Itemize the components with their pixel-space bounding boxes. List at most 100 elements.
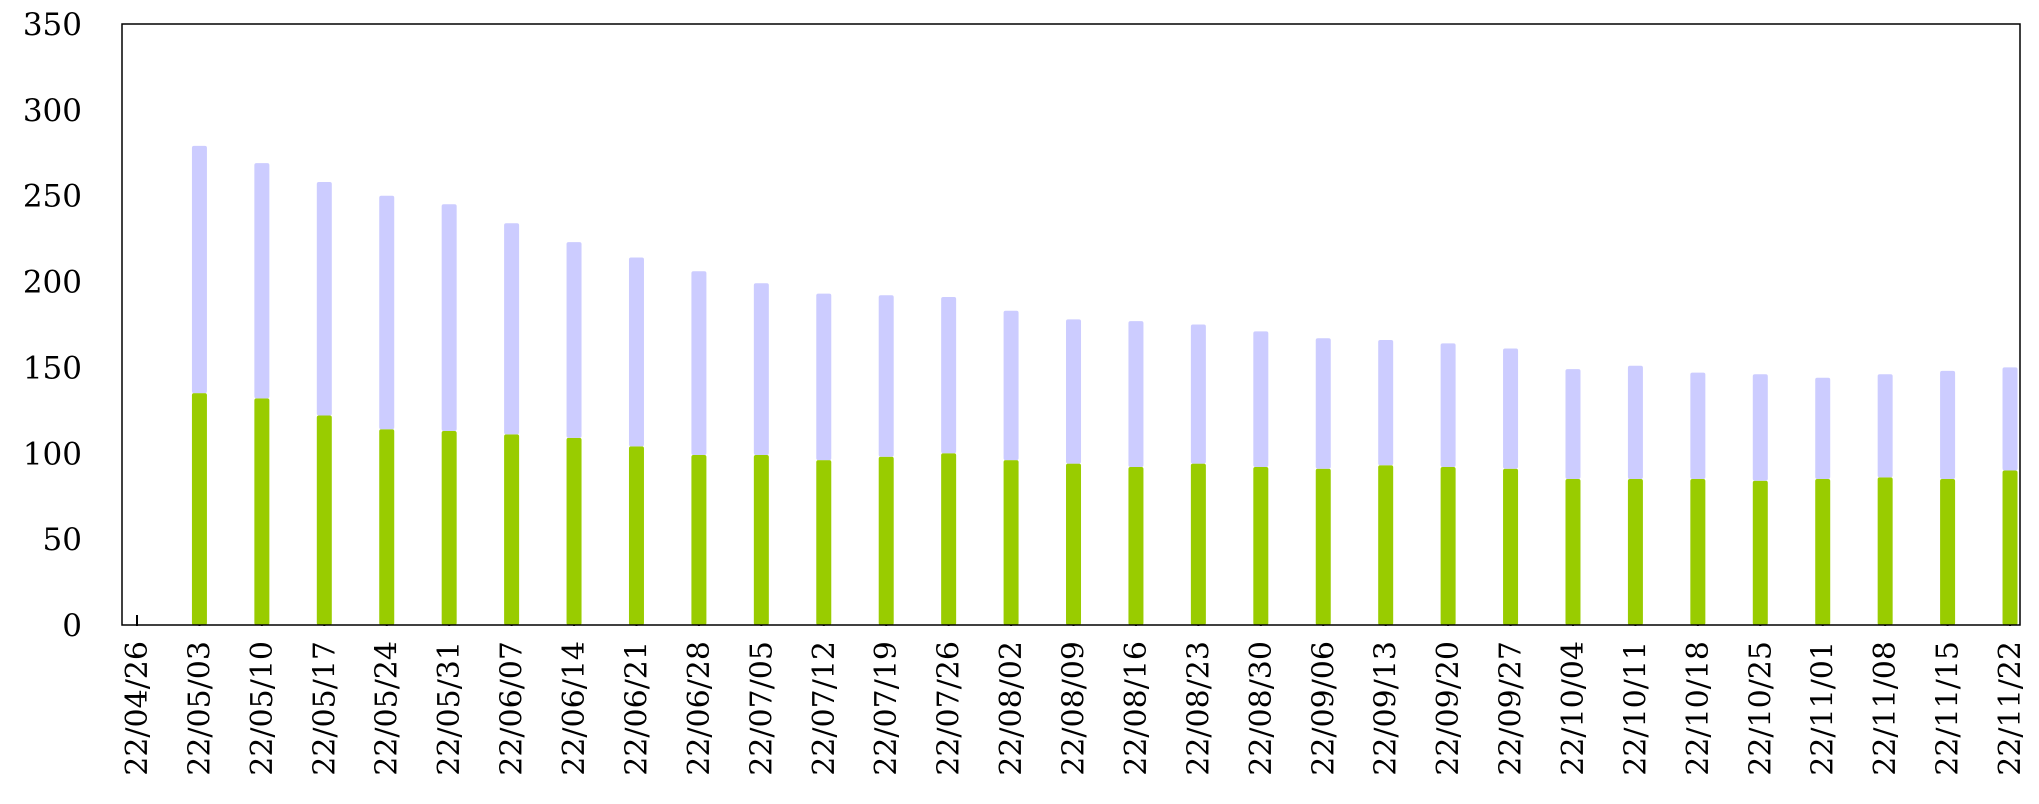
x-tick-label: 22/08/30 xyxy=(1244,641,1279,776)
y-tick-label: 300 xyxy=(23,93,82,129)
x-tick-label: 22/07/26 xyxy=(932,641,967,776)
bar-series-1-22-06-21 xyxy=(628,446,644,625)
bar-series-2-22-10-04 xyxy=(1565,369,1581,480)
bar-series-1-22-09-06 xyxy=(1315,468,1331,625)
bar-series-2-22-05-31 xyxy=(441,204,457,431)
bar-series-1-22-08-16 xyxy=(1128,467,1144,625)
bar-series-2-22-05-24 xyxy=(379,195,395,430)
y-tick-label: 150 xyxy=(23,350,82,386)
bar-series-1-22-10-18 xyxy=(1690,479,1706,625)
bar-series-1-22-09-20 xyxy=(1440,467,1456,625)
x-tick-label: 22/10/25 xyxy=(1743,641,1778,776)
bar-series-2-22-09-13 xyxy=(1378,339,1394,466)
bar-series-2-22-09-20 xyxy=(1440,343,1456,468)
x-tick-label: 22/07/05 xyxy=(744,641,779,776)
bar-series-2-22-10-11 xyxy=(1627,365,1643,480)
bar-series-1-22-05-10 xyxy=(254,398,270,625)
bar-series-1-22-05-24 xyxy=(379,429,395,625)
bar-series-1-22-11-08 xyxy=(1877,477,1893,625)
bar-series-2-22-07-05 xyxy=(753,283,769,456)
bar-series-2-22-07-26 xyxy=(941,297,957,454)
x-tick-label: 22/05/17 xyxy=(307,641,342,776)
bar-series-2-22-05-10 xyxy=(254,163,270,399)
bar-series-2-22-06-21 xyxy=(628,257,644,447)
x-tick-label: 22/06/14 xyxy=(557,641,592,776)
bar-series-2-22-08-30 xyxy=(1253,331,1269,468)
bar-series-2-22-10-25 xyxy=(1752,374,1768,481)
bar-series-2-22-08-23 xyxy=(1190,324,1206,464)
bar-series-2-22-08-16 xyxy=(1128,321,1144,468)
x-tick-label: 22/06/21 xyxy=(619,641,654,776)
bar-series-1-22-11-01 xyxy=(1815,479,1831,625)
bar-series-1-22-09-27 xyxy=(1503,468,1519,625)
plot-area-frame xyxy=(121,23,2021,626)
x-tick-label: 22/06/07 xyxy=(495,641,530,776)
bar-series-1-22-08-23 xyxy=(1190,463,1206,625)
x-tick-label: 22/05/24 xyxy=(370,641,405,776)
x-tick-label: 22/08/09 xyxy=(1057,641,1092,776)
bar-series-1-22-08-09 xyxy=(1066,463,1082,625)
x-tick-label: 22/10/11 xyxy=(1618,641,1653,776)
bar-series-1-22-07-12 xyxy=(816,460,832,625)
x-tick-label: 22/09/20 xyxy=(1431,641,1466,776)
bar-series-2-22-05-03 xyxy=(191,145,207,394)
bar-series-1-22-07-26 xyxy=(941,453,957,625)
x-tick-label: 22/11/15 xyxy=(1931,641,1966,776)
bar-series-1-22-08-30 xyxy=(1253,467,1269,625)
bar-series-1-22-06-14 xyxy=(566,437,582,625)
bar-series-2-22-11-08 xyxy=(1877,374,1893,478)
x-tick-label: 22/09/06 xyxy=(1306,641,1341,776)
bar-series-2-22-06-14 xyxy=(566,242,582,438)
bar-series-2-22-08-09 xyxy=(1066,319,1082,464)
x-tick-label: 22/08/16 xyxy=(1119,641,1154,776)
bar-series-1-22-10-04 xyxy=(1565,479,1581,625)
x-tick-label: 22/07/12 xyxy=(807,641,842,776)
bar-series-2-22-11-22 xyxy=(2002,367,2018,471)
bar-series-2-22-06-28 xyxy=(691,271,707,456)
x-tick-label: 22/06/28 xyxy=(682,641,717,776)
bar-series-2-22-09-27 xyxy=(1503,348,1519,469)
bar-series-2-22-11-15 xyxy=(1940,370,1956,480)
y-tick-label: 250 xyxy=(23,179,82,215)
bar-series-1-22-05-03 xyxy=(191,393,207,625)
x-tick-label: 22/10/18 xyxy=(1681,641,1716,776)
bar-series-2-22-07-12 xyxy=(816,293,832,461)
x-tick-label: 22/08/23 xyxy=(1181,641,1216,776)
bar-series-2-22-08-02 xyxy=(1003,310,1019,461)
bar-series-2-22-09-06 xyxy=(1315,338,1331,469)
bar-series-1-22-05-17 xyxy=(316,415,332,625)
x-tick-label: 22/10/04 xyxy=(1556,641,1591,776)
bar-series-1-22-11-22 xyxy=(2002,470,2018,625)
y-tick-label: 0 xyxy=(62,608,82,644)
x-tick-label: 22/05/31 xyxy=(432,641,467,776)
bar-series-1-22-06-28 xyxy=(691,455,707,625)
x-tick-label: 22/07/19 xyxy=(869,641,904,776)
x-tick-label: 22/05/10 xyxy=(245,641,280,776)
bar-series-1-22-05-31 xyxy=(441,430,457,625)
x-tick-label: 22/09/27 xyxy=(1494,641,1529,776)
y-tick-label: 100 xyxy=(23,436,82,472)
x-tick-label: 22/11/01 xyxy=(1806,641,1841,776)
bar-series-1-22-10-25 xyxy=(1752,480,1768,625)
x-tick-label: 22/11/08 xyxy=(1868,641,1903,776)
y-tick-label: 50 xyxy=(43,522,82,558)
bar-series-1-22-11-15 xyxy=(1940,479,1956,625)
bar-series-1-22-07-19 xyxy=(878,456,894,625)
bar-series-1-22-10-11 xyxy=(1627,479,1643,625)
x-tick-label: 22/04/26 xyxy=(120,641,155,776)
y-tick-label: 200 xyxy=(23,265,82,301)
x-tick-label: 22/05/03 xyxy=(182,641,217,776)
y-tick-label: 350 xyxy=(23,7,82,43)
bar-series-2-22-11-01 xyxy=(1815,377,1831,480)
bar-series-2-22-06-07 xyxy=(504,223,520,435)
bar-series-2-22-10-18 xyxy=(1690,372,1706,480)
x-tick-label: 22/08/02 xyxy=(994,641,1029,776)
bar-series-1-22-07-05 xyxy=(753,455,769,625)
bar-series-2-22-05-17 xyxy=(316,181,332,416)
bar-series-1-22-09-13 xyxy=(1378,465,1394,625)
x-tick-label: 22/11/22 xyxy=(1993,641,2028,776)
bar-series-1-22-08-02 xyxy=(1003,460,1019,625)
x-tick-label: 22/09/13 xyxy=(1369,641,1404,776)
